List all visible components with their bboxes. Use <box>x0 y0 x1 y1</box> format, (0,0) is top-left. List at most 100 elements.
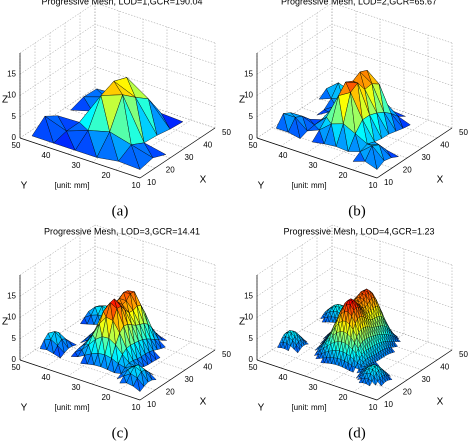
x-tick-label: 20 <box>403 388 412 397</box>
mesh-face <box>393 341 398 348</box>
x-tick-label: 10 <box>147 400 156 409</box>
wall-grid <box>94 45 216 86</box>
z-axis-label: Z <box>239 317 245 328</box>
panel-caption: (d) <box>348 425 366 441</box>
panel-title: Progressive Mesh, LOD=2,GCR=65.67 <box>281 0 437 6</box>
z-tick-label: 15 <box>244 69 253 78</box>
mesh-face <box>368 378 373 387</box>
mesh-face <box>386 372 391 377</box>
axis-line <box>376 127 453 179</box>
z-tick-label: 0 <box>249 355 254 364</box>
wall-grid <box>94 224 216 266</box>
wall-grid <box>256 2 333 54</box>
wall-grid <box>94 246 216 287</box>
axis-line <box>139 349 216 401</box>
mesh-face <box>373 376 378 386</box>
x-axis-label: X <box>437 175 444 186</box>
mesh-face <box>385 149 400 158</box>
mesh-face <box>141 371 149 387</box>
wall-grid <box>331 45 453 86</box>
mesh-face <box>386 348 391 355</box>
wall-grid <box>256 45 333 96</box>
y-tick-label: 50 <box>249 141 258 150</box>
z-tick-label: 5 <box>249 334 254 343</box>
mesh-face <box>158 339 166 349</box>
wall-grid <box>94 24 216 65</box>
y-tick-label: 10 <box>132 181 141 190</box>
mesh-face <box>145 370 153 383</box>
panel-caption: (c) <box>112 425 129 441</box>
y-axis-label: Y <box>258 181 265 192</box>
x-tick-label: 50 <box>222 128 231 137</box>
mesh-face <box>391 347 396 353</box>
mesh-face <box>392 336 397 342</box>
wall-grid <box>256 24 333 75</box>
y-tick-label: 50 <box>249 363 258 372</box>
mesh-face <box>389 341 394 348</box>
mesh-face <box>150 338 158 351</box>
y-tick-label: 30 <box>309 161 318 170</box>
x-tick-label: 40 <box>203 363 212 372</box>
z-tick-label: 5 <box>12 112 17 121</box>
wall-grid <box>256 288 333 339</box>
mesh-face <box>383 374 388 382</box>
mesh-face <box>149 372 157 381</box>
y-tick-label: 20 <box>339 171 348 180</box>
wall-grid <box>19 288 96 339</box>
mesh-face <box>382 349 387 357</box>
y-tick-label: 50 <box>12 141 21 150</box>
wall-grid <box>19 66 96 117</box>
y-tick-label: 50 <box>12 363 21 372</box>
mesh-face <box>371 145 385 171</box>
mesh-face <box>143 142 167 159</box>
mesh-face <box>388 347 393 354</box>
mesh-face <box>375 353 380 361</box>
x-axis-label: X <box>437 397 444 408</box>
x-tick-label: 50 <box>459 128 468 137</box>
wall-grid <box>256 224 333 276</box>
axis-line <box>19 137 141 179</box>
wall-grid <box>19 246 96 297</box>
z-tick-label: 0 <box>12 355 17 364</box>
wall-grid <box>331 2 453 44</box>
panel-title: Progressive Mesh, LOD=1,GCR=190.04 <box>41 0 202 6</box>
y-tick-label: 40 <box>279 151 288 160</box>
mesh-face <box>391 341 396 348</box>
mesh-face <box>286 342 291 352</box>
x-tick-label: 10 <box>147 178 156 187</box>
mesh-face <box>137 377 145 393</box>
mesh-face <box>379 144 392 162</box>
z-tick-label: 5 <box>249 112 254 121</box>
mesh-face <box>381 375 386 384</box>
mesh-face <box>397 115 411 129</box>
z-tick-label: 15 <box>7 69 16 78</box>
x-tick-label: 20 <box>403 166 412 175</box>
panel: Progressive Mesh, LOD=2,GCR=65.67 0 5 10 15 5… <box>239 0 469 219</box>
x-tick-label: 10 <box>384 400 393 409</box>
mesh-face <box>145 353 153 366</box>
mesh-face <box>57 344 65 359</box>
mesh-face <box>296 345 301 354</box>
z-tick-label: 0 <box>12 133 17 142</box>
axis-line <box>19 359 141 401</box>
mesh-face <box>149 351 157 363</box>
wall-grid <box>331 66 453 107</box>
mesh-face <box>160 112 184 130</box>
mesh-face <box>61 339 69 354</box>
x-axis-label: X <box>200 397 207 408</box>
z-tick-label: 5 <box>12 334 17 343</box>
mesh-face <box>390 113 404 132</box>
x-tick-label: 40 <box>203 141 212 150</box>
y-tick-label: 10 <box>369 181 378 190</box>
mesh-face <box>373 355 378 362</box>
axis-line <box>256 359 378 401</box>
mesh-face <box>148 98 171 136</box>
floor-grid <box>271 349 393 391</box>
z-tick-label: 15 <box>244 291 253 300</box>
mesh-face <box>379 378 384 387</box>
wall-grid <box>94 66 216 107</box>
wall-grid <box>19 45 96 96</box>
x-tick-label: 40 <box>440 363 449 372</box>
wall-grid <box>256 87 333 139</box>
mesh-face <box>380 350 385 359</box>
